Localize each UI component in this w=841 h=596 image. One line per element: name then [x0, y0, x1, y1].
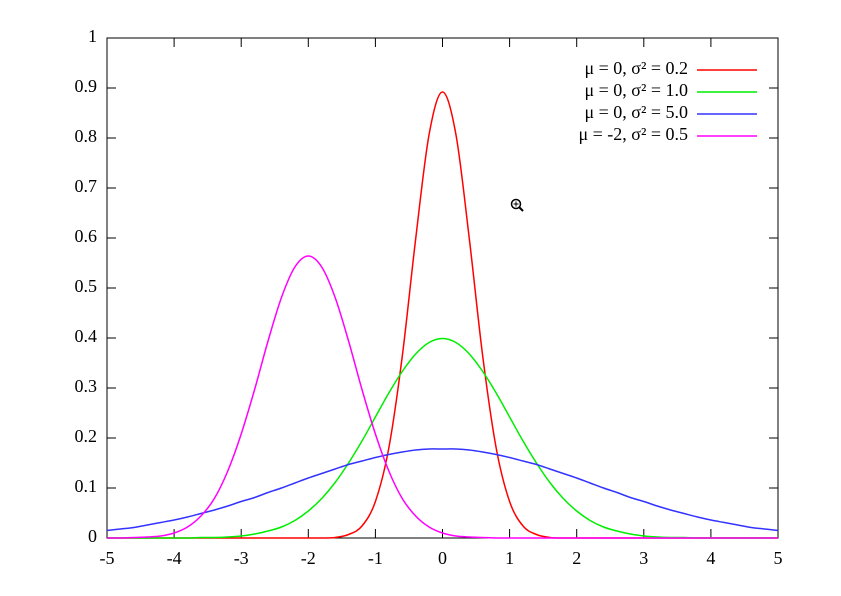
y-tick-label: 0.3 — [75, 376, 98, 396]
legend-label: μ = 0, σ² = 5.0 — [584, 102, 688, 122]
legend-label: μ = -2, σ² = 0.5 — [578, 124, 688, 144]
x-tick-label: -4 — [167, 548, 182, 568]
x-tick-label: 1 — [505, 548, 514, 568]
legend-label: μ = 0, σ² = 0.2 — [584, 58, 688, 78]
line-series — [106, 448, 779, 532]
y-tick-label: 0 — [88, 526, 97, 546]
y-tick-label: 0.4 — [75, 326, 98, 346]
x-tick-label: -2 — [301, 548, 316, 568]
x-tick-label: -5 — [100, 548, 115, 568]
line-series — [107, 91, 778, 539]
y-tick-label: 0.1 — [75, 476, 98, 496]
line-series — [106, 255, 778, 539]
y-tick-label: 0.5 — [75, 276, 98, 296]
x-tick-label: 0 — [438, 548, 447, 568]
y-tick-label: 1 — [88, 26, 97, 46]
x-tick-label: -1 — [368, 548, 383, 568]
x-tick-label: 5 — [774, 548, 783, 568]
legend-label: μ = 0, σ² = 1.0 — [584, 80, 688, 100]
x-tick-label: -3 — [234, 548, 249, 568]
zoom-cursor — [510, 198, 524, 212]
y-tick-label: 0.8 — [75, 126, 98, 146]
y-tick-label: 0.6 — [75, 226, 98, 246]
x-tick-label: 4 — [706, 548, 715, 568]
y-tick-label: 0.7 — [75, 176, 98, 196]
y-tick-label: 0.9 — [75, 76, 98, 96]
x-tick-label: 2 — [572, 548, 581, 568]
y-tick-label: 0.2 — [75, 426, 98, 446]
x-tick-label: 3 — [639, 548, 648, 568]
